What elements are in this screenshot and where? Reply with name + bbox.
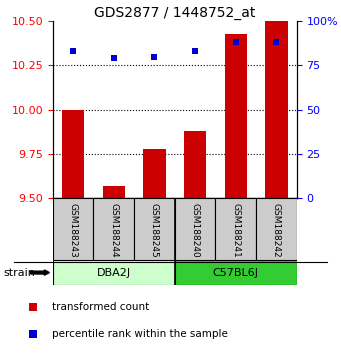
Title: GDS2877 / 1448752_at: GDS2877 / 1448752_at bbox=[94, 6, 255, 20]
Bar bbox=[62, 110, 84, 198]
Text: C57BL6J: C57BL6J bbox=[213, 268, 259, 278]
Bar bbox=[134, 198, 175, 260]
Bar bbox=[175, 198, 216, 260]
Bar bbox=[256, 198, 297, 260]
Bar bbox=[175, 260, 297, 285]
Text: GSM188240: GSM188240 bbox=[191, 203, 199, 258]
Bar bbox=[224, 34, 247, 198]
Text: GSM188245: GSM188245 bbox=[150, 203, 159, 258]
Bar bbox=[93, 198, 134, 260]
Text: GSM188241: GSM188241 bbox=[231, 203, 240, 258]
Bar bbox=[103, 186, 125, 198]
Text: transformed count: transformed count bbox=[52, 302, 149, 312]
Bar bbox=[184, 131, 206, 198]
Bar bbox=[216, 198, 256, 260]
Text: percentile rank within the sample: percentile rank within the sample bbox=[52, 329, 228, 339]
Bar bbox=[265, 21, 287, 198]
Bar bbox=[143, 149, 166, 198]
Bar bbox=[53, 198, 93, 260]
Text: GSM188242: GSM188242 bbox=[272, 203, 281, 258]
Bar bbox=[53, 260, 175, 285]
Text: GSM188244: GSM188244 bbox=[109, 203, 118, 258]
Text: GSM188243: GSM188243 bbox=[69, 203, 78, 258]
Text: DBA2J: DBA2J bbox=[97, 268, 131, 278]
Text: strain: strain bbox=[3, 268, 35, 278]
